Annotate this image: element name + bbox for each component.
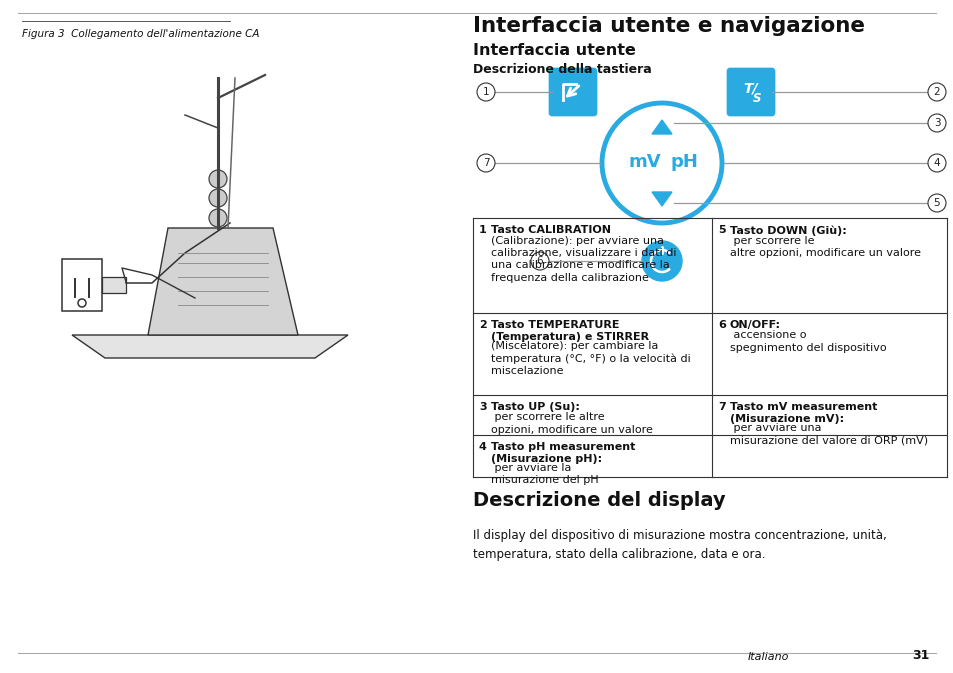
Text: 2: 2 [478,320,486,330]
Text: 1: 1 [478,225,486,235]
Text: Italiano: Italiano [747,652,788,662]
Text: ON/OFF:: ON/OFF: [729,320,781,330]
Circle shape [927,114,945,132]
Text: 3: 3 [478,402,486,412]
Circle shape [927,83,945,101]
Text: Interfaccia utente: Interfaccia utente [473,43,636,58]
Text: per avviare la
misurazione del pH: per avviare la misurazione del pH [491,463,598,485]
FancyBboxPatch shape [726,68,774,116]
Text: Tasto DOWN (Giù):: Tasto DOWN (Giù): [729,225,846,236]
Text: 7: 7 [482,158,489,168]
Text: Tasto CALIBRATION: Tasto CALIBRATION [491,225,610,235]
Text: S: S [752,92,760,104]
Text: Tasto pH measurement
(Misurazione pH):: Tasto pH measurement (Misurazione pH): [491,442,635,464]
Text: per scorrere le altre
opzioni, modificare un valore: per scorrere le altre opzioni, modificar… [491,413,652,435]
Circle shape [927,194,945,212]
Text: 6: 6 [537,256,543,266]
Text: Descrizione del display: Descrizione del display [473,491,725,510]
Text: Tasto mV measurement
(Misurazione mV):: Tasto mV measurement (Misurazione mV): [729,402,877,425]
Text: 5: 5 [933,198,940,208]
Text: 6: 6 [718,320,725,330]
Polygon shape [71,335,348,358]
Polygon shape [148,228,297,335]
Text: Interfaccia utente e navigazione: Interfaccia utente e navigazione [473,16,864,36]
Text: (Calibrazione): per avviare una
calibrazione, visualizzare i dati di
una calibra: (Calibrazione): per avviare una calibraz… [491,236,676,283]
Text: 4: 4 [478,442,486,452]
Circle shape [927,154,945,172]
Text: Tasto UP (Su):: Tasto UP (Su): [491,402,579,412]
Circle shape [476,83,495,101]
Circle shape [476,154,495,172]
Text: 2: 2 [933,87,940,97]
Circle shape [531,252,548,270]
Text: (Miscelatore): per cambiare la
temperatura (°C, °F) o la velocità di
miscelazion: (Miscelatore): per cambiare la temperatu… [491,341,690,376]
Text: mV: mV [628,153,660,171]
Text: accensione o
spegnimento del dispositivo: accensione o spegnimento del dispositivo [729,330,885,353]
Circle shape [641,241,681,281]
Text: 31: 31 [912,649,929,662]
Text: Figura 3  Collegamento dell'alimentazione CA: Figura 3 Collegamento dell'alimentazione… [22,29,259,39]
Text: 5: 5 [718,225,725,235]
Text: Tasto TEMPERATURE
(Temperatura) e STIRRER: Tasto TEMPERATURE (Temperatura) e STIRRE… [491,320,648,343]
Text: Descrizione della tastiera: Descrizione della tastiera [473,63,651,76]
Text: pH: pH [669,153,698,171]
Text: 1: 1 [482,87,489,97]
Text: 4: 4 [933,158,940,168]
Circle shape [209,189,227,207]
Text: per avviare una
misurazione del valore di ORP (mV): per avviare una misurazione del valore d… [729,423,927,446]
Text: 7: 7 [718,402,725,412]
Text: T/: T/ [743,82,758,96]
Bar [102,277,126,293]
Circle shape [209,209,227,227]
Text: Il display del dispositivo di misurazione mostra concentrazione, unità,
temperat: Il display del dispositivo di misurazion… [473,529,886,561]
Polygon shape [651,192,671,206]
FancyBboxPatch shape [548,68,597,116]
Polygon shape [651,120,671,134]
Text: 3: 3 [933,118,940,128]
Bar [62,259,102,311]
Circle shape [209,170,227,188]
Text: per scorrere le
altre opzioni, modificare un valore: per scorrere le altre opzioni, modificar… [729,236,920,258]
